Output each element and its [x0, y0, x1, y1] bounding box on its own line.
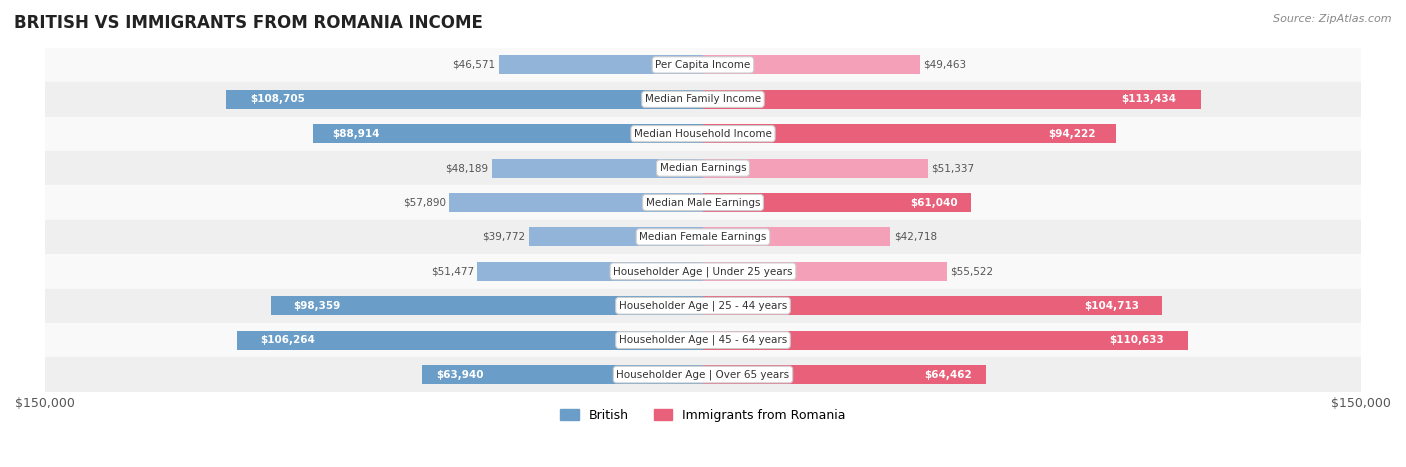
Text: $39,772: $39,772 — [482, 232, 526, 242]
Text: $51,337: $51,337 — [932, 163, 974, 173]
Bar — [703, 262, 946, 281]
Text: $94,222: $94,222 — [1049, 129, 1095, 139]
Bar — [492, 159, 703, 177]
Bar — [422, 365, 703, 384]
Text: Per Capita Income: Per Capita Income — [655, 60, 751, 70]
Text: Source: ZipAtlas.com: Source: ZipAtlas.com — [1274, 14, 1392, 24]
Bar — [703, 193, 970, 212]
Text: Median Male Earnings: Median Male Earnings — [645, 198, 761, 207]
Bar — [45, 254, 1361, 289]
Text: $63,940: $63,940 — [436, 369, 484, 380]
Bar — [45, 323, 1361, 357]
Text: Householder Age | Under 25 years: Householder Age | Under 25 years — [613, 266, 793, 276]
Bar — [226, 90, 703, 109]
Text: $88,914: $88,914 — [332, 129, 380, 139]
Text: $108,705: $108,705 — [250, 94, 305, 104]
Text: $110,633: $110,633 — [1109, 335, 1164, 345]
Text: Median Household Income: Median Household Income — [634, 129, 772, 139]
Bar — [314, 124, 703, 143]
Bar — [271, 296, 703, 315]
Bar — [529, 227, 703, 247]
Text: $49,463: $49,463 — [924, 60, 966, 70]
Bar — [45, 357, 1361, 392]
Text: $57,890: $57,890 — [402, 198, 446, 207]
Bar — [703, 124, 1116, 143]
Legend: British, Immigrants from Romania: British, Immigrants from Romania — [555, 404, 851, 427]
Text: $55,522: $55,522 — [950, 266, 993, 276]
Text: BRITISH VS IMMIGRANTS FROM ROMANIA INCOME: BRITISH VS IMMIGRANTS FROM ROMANIA INCOM… — [14, 14, 482, 32]
Text: Householder Age | 45 - 64 years: Householder Age | 45 - 64 years — [619, 335, 787, 346]
Text: Median Earnings: Median Earnings — [659, 163, 747, 173]
Text: $106,264: $106,264 — [260, 335, 315, 345]
Bar — [703, 365, 986, 384]
Text: $42,718: $42,718 — [894, 232, 936, 242]
Text: Median Female Earnings: Median Female Earnings — [640, 232, 766, 242]
Bar — [45, 185, 1361, 219]
Bar — [703, 296, 1163, 315]
Bar — [45, 219, 1361, 254]
Bar — [45, 151, 1361, 185]
Bar — [45, 116, 1361, 151]
Bar — [45, 289, 1361, 323]
Bar — [703, 227, 890, 247]
Text: $113,434: $113,434 — [1121, 94, 1175, 104]
Text: $48,189: $48,189 — [446, 163, 488, 173]
Text: $98,359: $98,359 — [292, 301, 340, 311]
Text: $46,571: $46,571 — [453, 60, 495, 70]
Text: Householder Age | 25 - 44 years: Householder Age | 25 - 44 years — [619, 300, 787, 311]
Text: Median Family Income: Median Family Income — [645, 94, 761, 104]
Bar — [703, 159, 928, 177]
Text: Householder Age | Over 65 years: Householder Age | Over 65 years — [616, 369, 790, 380]
Bar — [477, 262, 703, 281]
Bar — [703, 56, 920, 74]
Bar — [703, 90, 1201, 109]
Bar — [499, 56, 703, 74]
Bar — [45, 48, 1361, 82]
Text: $61,040: $61,040 — [910, 198, 957, 207]
Bar — [449, 193, 703, 212]
Text: $51,477: $51,477 — [430, 266, 474, 276]
Text: $64,462: $64,462 — [924, 369, 972, 380]
Text: $104,713: $104,713 — [1084, 301, 1139, 311]
Bar — [703, 331, 1188, 350]
Bar — [45, 82, 1361, 116]
Bar — [236, 331, 703, 350]
